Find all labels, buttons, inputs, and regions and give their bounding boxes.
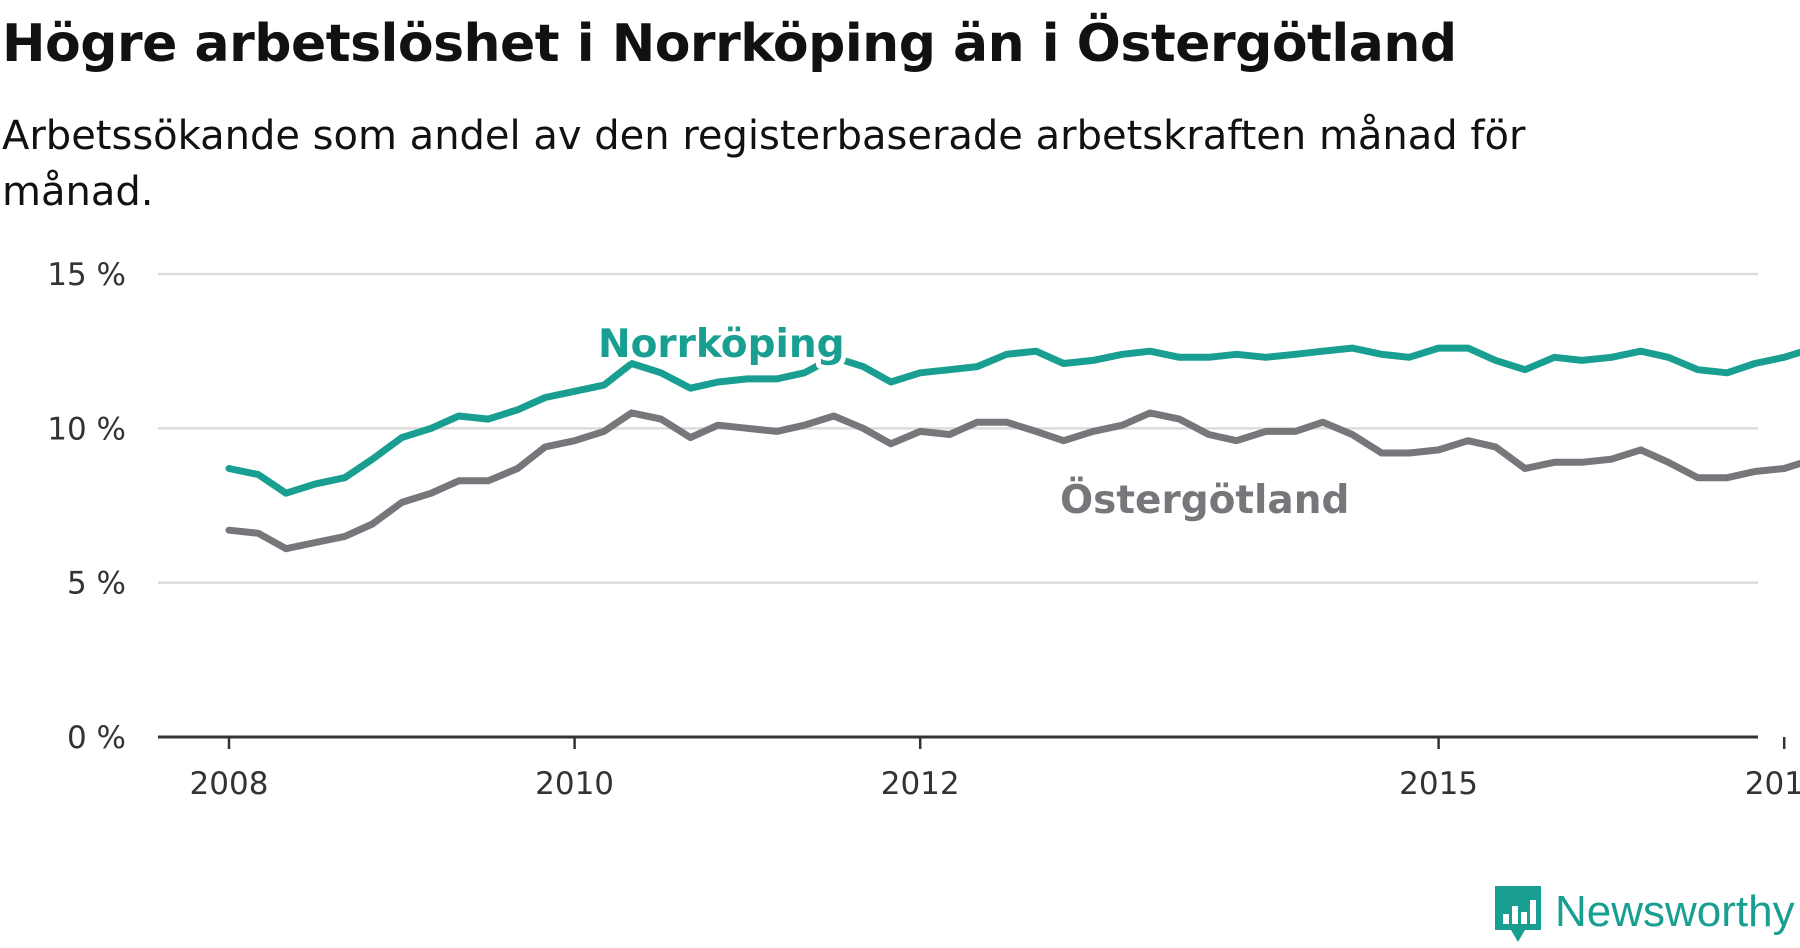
series-layer	[225, 344, 1800, 553]
line-chart: 0 %5 %10 %15 % 2008201020122015201720202…	[47, 257, 1800, 802]
label-layer: NorrköpingÖstergötland9,4 %7,2 %	[593, 317, 1354, 528]
x-tick-label: 2017	[1745, 766, 1800, 802]
y-axis-ticks: 0 % 5 % 10 % 15 %	[47, 257, 126, 756]
newsworthy-logo-icon	[1493, 884, 1543, 944]
series-line-norrköping	[225, 344, 1800, 497]
chart-subtitle: Arbetssökande som andel av den registerb…	[2, 113, 1526, 215]
x-tick-label: 2008	[190, 766, 269, 802]
chart-title: Högre arbetslöshet i Norrköping än i Öst…	[2, 14, 1457, 74]
brand-name: Newsworthy	[1555, 887, 1795, 936]
y-tick-label: 15 %	[47, 257, 126, 293]
y-tick-label: 10 %	[47, 411, 126, 447]
x-tick-label: 2010	[535, 766, 614, 802]
x-tick-label: 2012	[881, 766, 960, 802]
y-tick-label: 0 %	[67, 720, 126, 756]
y-tick-label: 5 %	[67, 566, 126, 602]
x-axis-ticks: 20082010201220152017202020222024	[190, 737, 1800, 802]
newsworthy-brand[interactable]: Newsworthy	[1493, 884, 1795, 944]
series-label-norrkoping: Norrköping	[598, 322, 845, 367]
series-label-ostergotland: Östergötland	[1060, 476, 1349, 523]
series-line-östergötland	[225, 409, 1800, 553]
x-tick-label: 2015	[1399, 766, 1478, 802]
